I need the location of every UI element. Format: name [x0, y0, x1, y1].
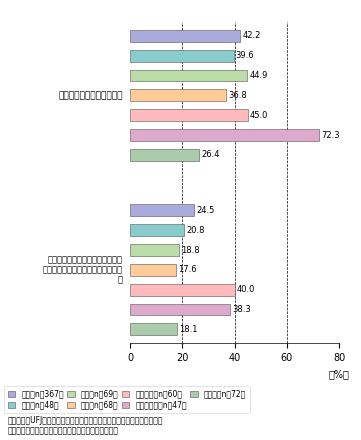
Text: 資料：三菱UFJリサーチ＆コンサルティング「為替変動に対する企業の価
　　　格設定行動等についての調査分析」から作成。: 資料：三菱UFJリサーチ＆コンサルティング「為替変動に対する企業の価 格設定行動… [7, 416, 163, 436]
Bar [130, 323, 177, 335]
Text: 18.1: 18.1 [179, 325, 198, 334]
Bar [130, 129, 319, 141]
Legend: 合計（n＝367）, 化学（n＝48）, 素材（n＝69）, 機械（n＝68）, 電気機器（n＝60）, 輸送用機器（n＝47）, その他（n＝72）: 合計（n＝367）, 化学（n＝48）, 素材（n＝69）, 機械（n＝68）,… [4, 385, 250, 413]
Bar [130, 50, 234, 62]
Bar [130, 149, 199, 161]
Text: 44.9: 44.9 [249, 71, 268, 80]
Bar [130, 224, 184, 236]
Bar [130, 109, 248, 121]
Bar [130, 284, 235, 296]
Text: 40.0: 40.0 [237, 285, 255, 294]
X-axis label: （%）: （%） [329, 369, 350, 379]
Bar [130, 264, 176, 276]
Bar [130, 30, 240, 42]
Text: 36.8: 36.8 [229, 91, 247, 100]
Text: 20.8: 20.8 [187, 226, 205, 235]
Bar [130, 244, 179, 256]
Bar [130, 205, 194, 216]
Bar [130, 89, 226, 101]
Text: 72.3: 72.3 [321, 131, 340, 139]
Bar [130, 304, 230, 315]
Text: 26.4: 26.4 [201, 150, 219, 159]
Text: 18.8: 18.8 [181, 246, 200, 254]
Text: 国内の設備投資を抑制した: 国内の設備投資を抑制した [58, 91, 123, 100]
Text: 45.0: 45.0 [250, 111, 268, 120]
Text: 38.3: 38.3 [232, 305, 251, 314]
Text: 42.2: 42.2 [243, 31, 261, 40]
Text: 17.6: 17.6 [178, 265, 197, 274]
Bar [130, 70, 248, 81]
Text: 24.5: 24.5 [196, 206, 214, 215]
Text: 国内生産・輸出の採算が合わなく
なったため、海外生産シフトを進め
た: 国内生産・輸出の採算が合わなく なったため、海外生産シフトを進め た [43, 255, 123, 285]
Text: 39.6: 39.6 [236, 51, 254, 60]
